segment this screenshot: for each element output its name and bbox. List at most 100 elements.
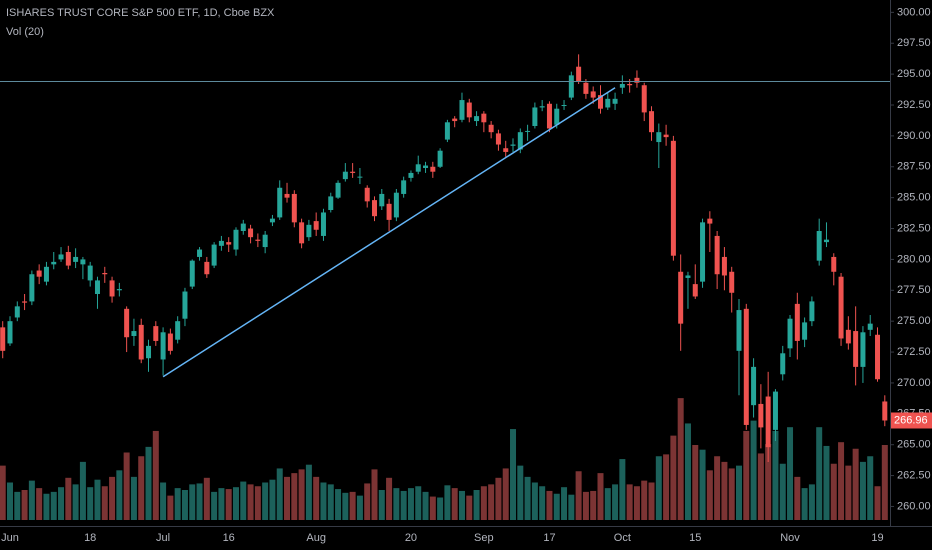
candle-body [845,329,851,344]
volume-bar [743,430,750,520]
candle-body [29,274,35,302]
candle-body [474,116,480,122]
candle-body [197,249,203,257]
volume-bar [852,448,859,520]
candle-body [692,284,698,297]
candle-body [204,261,210,275]
volume-bar [633,486,640,520]
last-price-label: 266.96 [894,414,928,426]
volume-bar [604,488,611,520]
volume-bar [203,477,210,520]
volume-bar [79,461,86,520]
candle-body [291,193,297,223]
candle-body [714,235,720,275]
volume-bar [327,484,334,520]
candle-body [218,240,224,246]
volume-bar [641,480,648,520]
candle-body [802,322,808,340]
volume-bar [495,477,502,520]
volume-bar [211,491,218,520]
x-tick-label: Nov [780,532,800,544]
volume-bar [874,486,881,520]
volume-bar [473,490,480,520]
candle-body [73,256,79,262]
volume-bar [116,470,123,520]
candle-body [568,75,574,98]
volume-bar [189,484,196,520]
candle-body [627,84,633,86]
candle-body [612,98,618,104]
volume-bar [429,496,436,520]
candle-body [116,289,122,291]
candle-body [226,242,232,245]
y-tick-label: 260.00 [897,500,931,512]
candle-body [153,326,159,341]
volume-bar [655,456,662,520]
volume-bar [94,479,101,520]
volume-bar [772,430,779,520]
candle-body [444,122,450,140]
candle-body [495,133,501,145]
volume-bar [881,445,888,520]
candle-body [597,95,603,109]
volume-bar [568,494,575,520]
volume-bar [524,476,531,520]
volume-bar [160,482,167,520]
candle-body [364,187,370,202]
x-tick-label: Sep [474,532,494,544]
volume-bar [43,493,50,520]
candle-body [517,132,523,150]
y-tick-label: 300.00 [897,6,931,18]
volume-bar [714,456,721,520]
candle-body [211,244,217,266]
volume-bar [123,452,130,520]
volume-bar [393,488,400,520]
volume-bar [859,461,866,520]
candle-body [685,275,691,278]
volume-bar [721,461,728,520]
candle-body [350,171,356,173]
volume-bar [58,487,65,520]
candle-body [160,332,166,360]
candle-body [0,327,6,351]
volume-title: Vol (20) [6,26,44,38]
volume-bar [0,465,6,520]
y-tick-label: 272.50 [897,346,931,358]
volume-bar [276,468,283,520]
volume-bar [87,487,94,520]
volume-bar [582,491,589,520]
volume-bar [145,446,152,520]
y-tick-label: 262.50 [897,469,931,481]
volume-bar [510,429,517,520]
volume-bar [779,463,786,520]
candle-body [459,100,465,120]
candle-body [663,134,669,138]
volume-bar [109,476,116,520]
candle-body [860,332,866,367]
candle-body [503,148,509,152]
candle-body [58,254,64,260]
candle-body [554,108,560,125]
marks [0,54,888,520]
candle-body [838,276,844,339]
candle-body [816,231,822,261]
volume-bar [50,491,57,520]
candle-body [124,308,130,338]
volume-bar [590,490,597,520]
volume-bar [364,483,371,520]
volume-bar [36,488,43,520]
volume-bar [21,490,28,520]
candle-body [772,391,778,430]
candle-body [700,222,706,282]
candle-body [823,239,829,243]
volume-bar [488,484,495,520]
candle-body [14,306,20,318]
volume-bar [692,445,699,520]
volume-bar [845,465,852,520]
candle-body [372,200,377,217]
candle-body [320,212,326,236]
volume-bar [218,488,225,520]
candle-body [22,301,28,303]
candle-body [707,218,713,224]
